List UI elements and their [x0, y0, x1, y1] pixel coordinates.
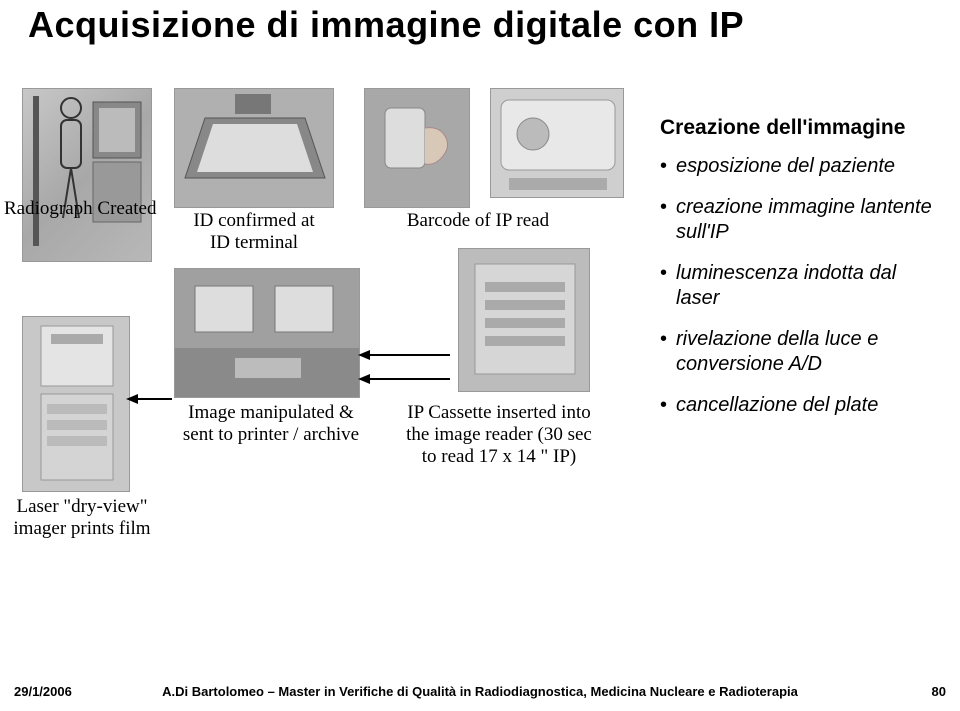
caption-laser-printer: Laser "dry-view" imager prints film	[0, 496, 164, 540]
img-radiograph-created	[22, 88, 152, 262]
barcode-hand-icon	[365, 88, 469, 208]
reader-panel-icon	[491, 88, 623, 198]
footer-credit: A.Di Bartolomeo – Master in Verifiche di…	[162, 684, 798, 699]
caption-ip-cassette: IP Cassette inserted into the image read…	[374, 402, 624, 468]
img-id-terminal	[174, 88, 334, 208]
terminal-icon	[175, 88, 333, 208]
arrow-2	[368, 354, 450, 356]
sidebar-heading: Creazione dell'immagine	[660, 115, 940, 140]
img-barcode-read	[364, 88, 470, 208]
caption-id-l2: ID terminal	[210, 232, 298, 253]
caption-image-manipulated: Image manipulated & sent to printer / ar…	[166, 402, 376, 446]
footer-page-number: 80	[932, 684, 946, 699]
footer-date: 29/1/2006	[14, 684, 72, 699]
person-silhouette-icon	[23, 88, 151, 262]
arrow-1	[136, 398, 172, 400]
img-ip-reader-top	[490, 88, 624, 198]
caption-radiograph-created: Radiograph Created	[0, 198, 170, 220]
printer-icon	[23, 316, 129, 492]
cassette-reader-icon	[459, 248, 589, 392]
caption-cass-l2: the image reader (30 sec	[406, 424, 592, 445]
caption-laser-l2: imager prints film	[13, 518, 150, 539]
sidebar-item: luminescenza indotta dal laser	[660, 261, 940, 311]
caption-cass-l3: to read 17 x 14 " IP)	[422, 446, 576, 467]
caption-id-confirmed: ID confirmed at ID terminal	[178, 210, 330, 254]
caption-cass-l1: IP Cassette inserted into	[407, 402, 590, 423]
page-title: Acquisizione di immagine digitale con IP	[28, 4, 744, 46]
img-laser-printer	[22, 316, 130, 492]
sidebar-item: creazione immagine lantente sull'IP	[660, 195, 940, 245]
sidebar-creation: Creazione dell'immagine esposizione del …	[660, 115, 940, 434]
caption-manip-l2: sent to printer / archive	[183, 424, 359, 445]
workflow-diagram: Radiograph Created ID confirmed at ID te…	[0, 88, 630, 538]
img-ip-reader	[458, 248, 590, 392]
sidebar-item: esposizione del paziente	[660, 154, 940, 179]
workstation-icon	[175, 268, 359, 398]
img-workstation	[174, 268, 360, 398]
arrow-3	[368, 378, 450, 380]
sidebar-item: cancellazione del plate	[660, 393, 940, 418]
caption-manip-l1: Image manipulated &	[188, 402, 354, 423]
caption-laser-l1: Laser "dry-view"	[16, 496, 147, 517]
sidebar-list: esposizione del paziente creazione immag…	[660, 154, 940, 418]
caption-id-l1: ID confirmed at	[193, 210, 314, 231]
caption-barcode: Barcode of IP read	[388, 210, 568, 232]
sidebar-item: rivelazione della luce e conversione A/D	[660, 327, 940, 377]
